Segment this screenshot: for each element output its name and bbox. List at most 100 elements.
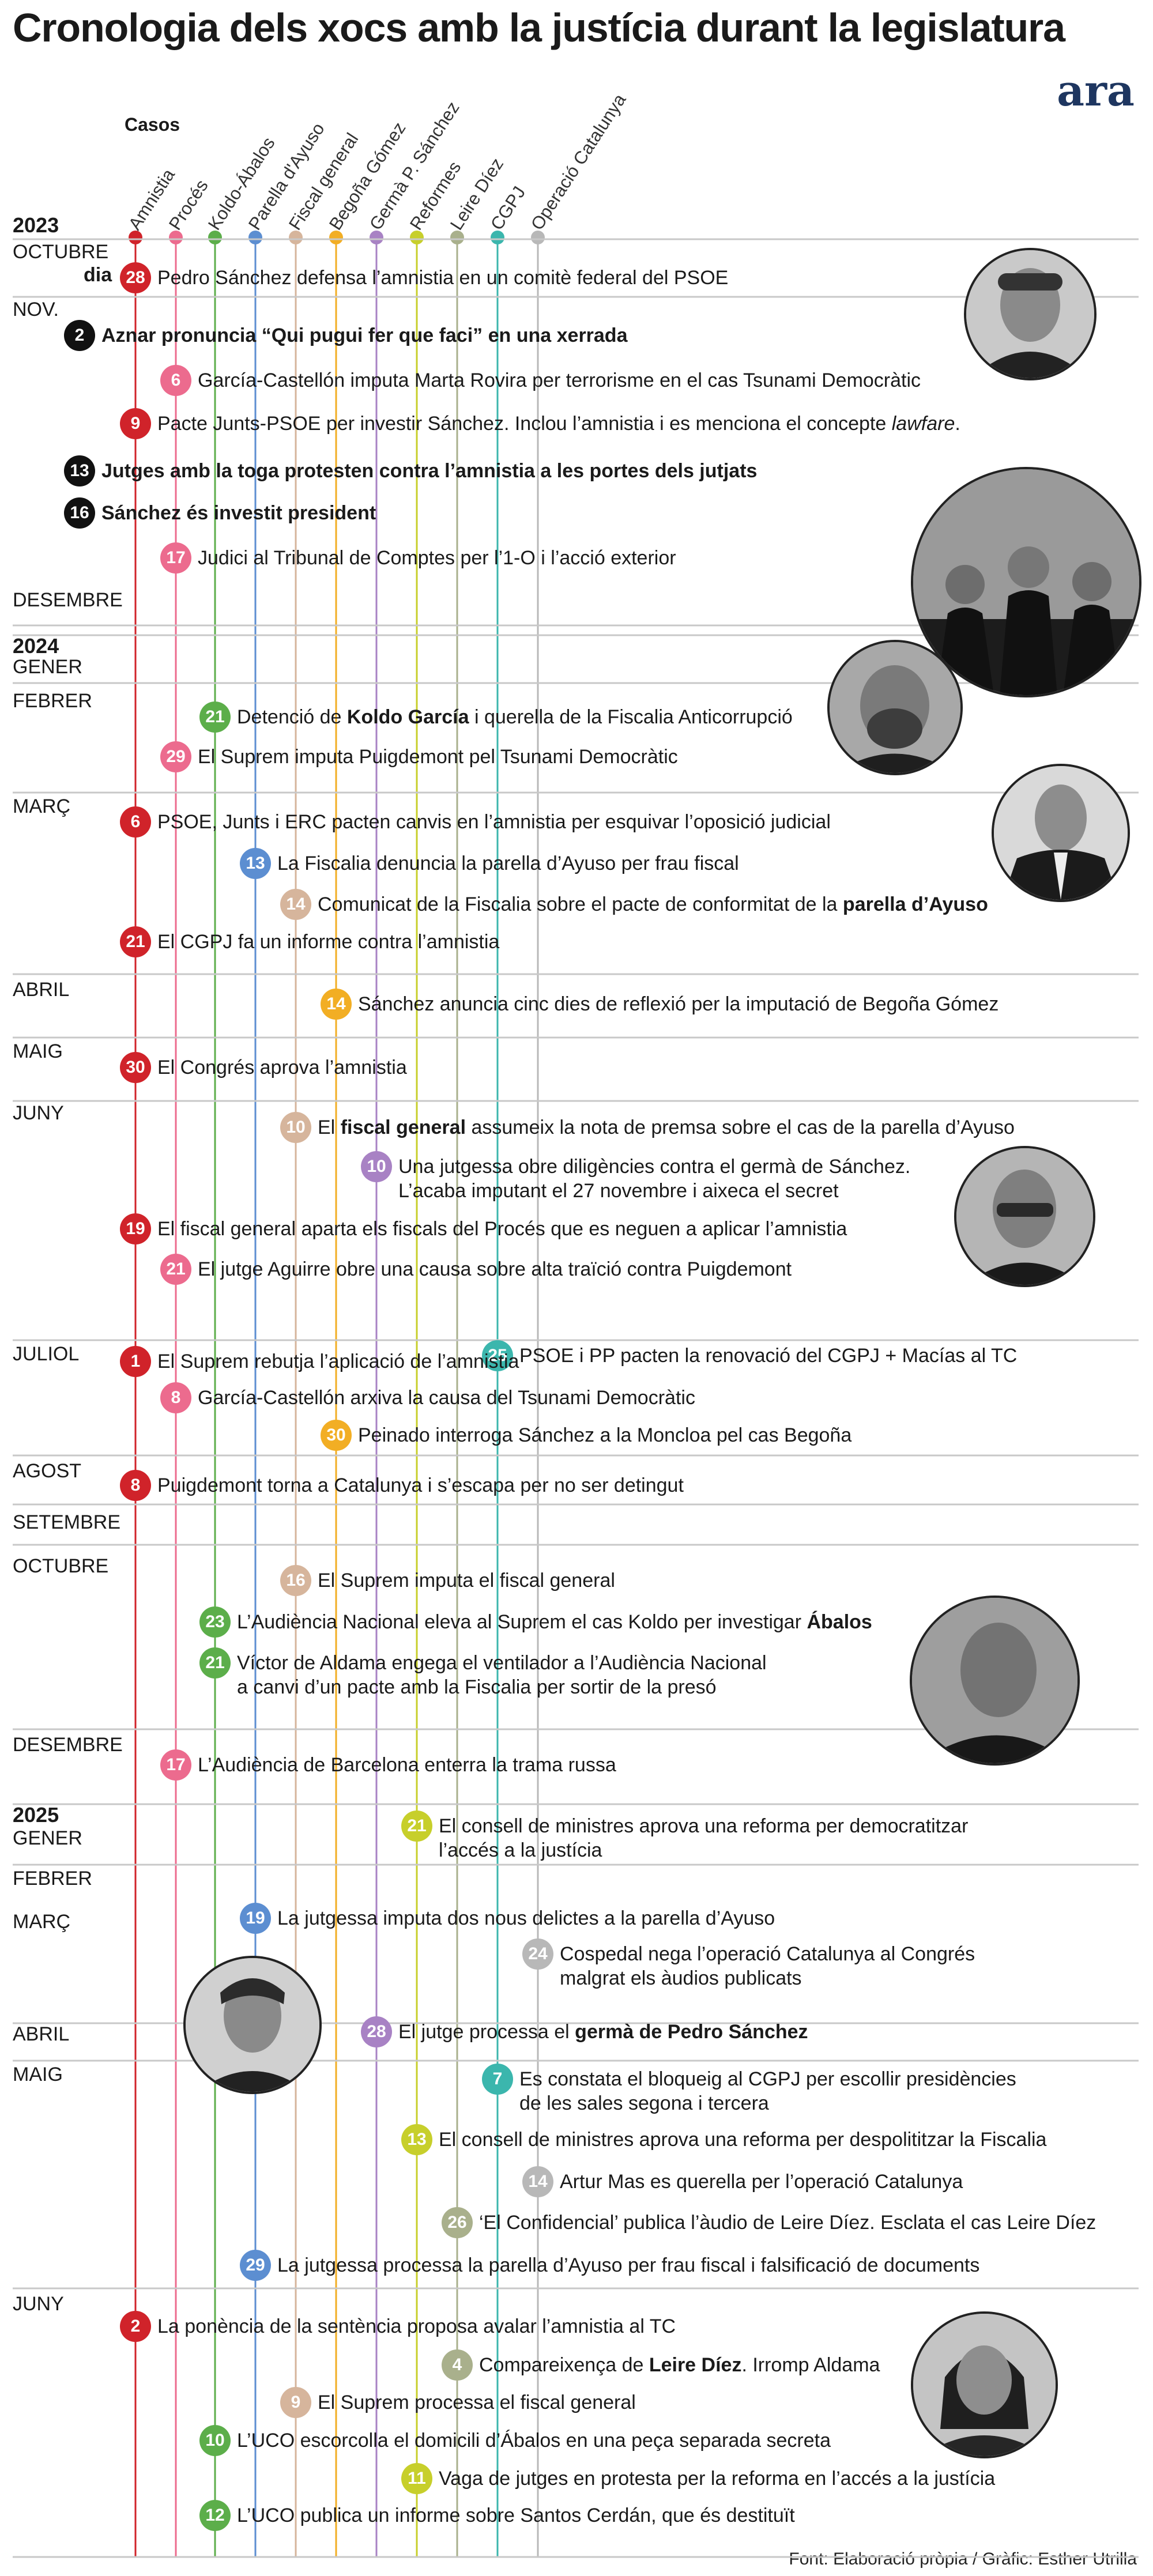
event-text-part: El Suprem rebutja l’aplicació de l’amnis… — [157, 1351, 519, 1372]
event-day-badge: 25 — [482, 1340, 513, 1371]
month-label: SETEMBRE — [13, 1511, 121, 1533]
event-text-part: Koldo García — [346, 706, 469, 728]
event-text-part: García-Castellón arxiva la causa del Tsu… — [198, 1387, 695, 1409]
month-label: DESEMBRE — [13, 1734, 123, 1756]
event-text-part: Peinado interroga Sánchez a la Moncloa p… — [358, 1424, 852, 1446]
month-label: FEBRER — [13, 690, 92, 712]
event-text: Comunicat de la Fiscalia sobre el pacte … — [318, 892, 988, 917]
event-day-badge: 7 — [482, 2064, 513, 2095]
month-label: MARÇ — [13, 1911, 71, 1933]
case-dot-8 — [450, 231, 464, 244]
event-text-part: El consell de ministres aprova una refor… — [439, 1815, 969, 1837]
event-text-part: Artur Mas es querella per l’operació Cat… — [560, 2171, 963, 2193]
event-text: El fiscal general aparta els fiscals del… — [157, 1217, 847, 1241]
event-text-part: El fiscal general aparta els fiscals del… — [157, 1218, 847, 1240]
event-text: El Suprem imputa el fiscal general — [318, 1568, 615, 1593]
event-text-part: El jutge Aguirre obre una causa sobre al… — [198, 1258, 792, 1280]
event-day-badge: 23 — [199, 1606, 231, 1638]
event-text: El Suprem rebutja l’aplicació de l’amnis… — [157, 1349, 519, 1374]
event-text: El CGPJ fa un informe contra l’amnistia — [157, 930, 499, 954]
event-day-badge: 30 — [321, 1420, 352, 1451]
event-text-part: fiscal general — [340, 1117, 466, 1138]
portrait-photo-germa-sanchez — [183, 1956, 322, 2094]
event-text: Puigdemont torna a Catalunya i s’escapa … — [157, 1473, 684, 1498]
case-dot-9 — [491, 231, 504, 244]
event-text-part: L’UCO publica un informe sobre Santos Ce… — [237, 2505, 795, 2526]
event-day-badge: 13 — [401, 2124, 432, 2155]
event-text: El consell de ministres aprova una refor… — [439, 1814, 968, 1862]
event-text: L’Audiència Nacional eleva al Suprem el … — [237, 1610, 872, 1634]
event-day-badge: 17 — [160, 1749, 191, 1781]
event-text-part: Pacte Junts-PSOE per investir Sánchez. I… — [157, 413, 892, 435]
event-day-badge: 29 — [240, 2250, 271, 2281]
month-label: OCTUBRE — [13, 1555, 109, 1577]
event-day-badge: 14 — [280, 889, 311, 920]
event-day-badge: 9 — [280, 2387, 311, 2418]
event-text-part: Pedro Sánchez defensa l’amnistia en un c… — [157, 267, 729, 289]
group-photo-judges-in-robes — [911, 467, 1141, 697]
year-label: 2025 — [13, 1803, 59, 1827]
event-text: L’UCO escorcolla el domicili d’Ábalos en… — [237, 2428, 831, 2453]
month-label: JUNY — [13, 2293, 64, 2315]
event-text: El consell de ministres aprova una refor… — [439, 2128, 1046, 2152]
event-text-part: Sánchez anuncia cinc dies de reflexió pe… — [358, 993, 999, 1015]
event-day-badge: 17 — [160, 542, 191, 574]
event-text: La ponència de la sentència proposa aval… — [157, 2314, 676, 2339]
event-day-badge: 21 — [160, 1254, 191, 1285]
event-text-part: L’Audiència Nacional eleva al Suprem el … — [237, 1611, 807, 1633]
month-label: FEBRER — [13, 1868, 92, 1889]
event-text-part: Sánchez és investit president — [101, 502, 376, 524]
month-label: ABRIL — [13, 2023, 70, 2045]
event-text: El Suprem imputa Puigdemont pel Tsunami … — [198, 745, 678, 769]
event-day-badge: 8 — [120, 1470, 151, 1501]
event-text: La jutgessa imputa dos nous delictes a l… — [277, 1906, 775, 1930]
event-day-badge: 9 — [120, 408, 151, 439]
event-text-part: PSOE, Junts i ERC pacten canvis en l’amn… — [157, 811, 831, 833]
event-text-part: assumeix la nota de premsa sobre el cas … — [466, 1117, 1015, 1138]
month-label: MARÇ — [13, 795, 71, 817]
event-text-part: García-Castellón imputa Marta Rovira per… — [198, 369, 921, 391]
month-label: DESEMBRE — [13, 589, 123, 611]
event-text: Cospedal nega l’operació Catalunya al Co… — [560, 1942, 975, 1990]
event-text: Judici al Tribunal de Comptes per l’1-O … — [198, 546, 676, 570]
case-dot-3 — [248, 231, 262, 244]
event-text: El Congrés aprova l’amnistia — [157, 1055, 407, 1080]
case-dot-1 — [169, 231, 183, 244]
case-dot-5 — [329, 231, 343, 244]
month-label: OCTUBRE — [13, 241, 109, 263]
event-text-line2: L’acaba imputant el 27 novembre i aixeca… — [398, 1180, 839, 1202]
event-text: Detenció de Koldo García i querella de l… — [237, 705, 793, 729]
month-label: MAIG — [13, 1040, 63, 1062]
year-label: 2023 — [13, 213, 59, 237]
event-day-badge: 28 — [120, 262, 151, 293]
event-text: Sánchez anuncia cinc dies de reflexió pe… — [358, 992, 998, 1016]
month-label: GENER — [13, 1827, 82, 1849]
event-text-part: La jutgessa processa la parella d’Ayuso … — [277, 2254, 980, 2276]
event-text-part: . Irromp Aldama — [741, 2354, 880, 2376]
event-text: L’UCO publica un informe sobre Santos Ce… — [237, 2503, 795, 2528]
source-credit: Font: Elaboració pròpia / Gràfic: Esther… — [789, 2549, 1137, 2569]
event-text: García-Castellón imputa Marta Rovira per… — [198, 368, 921, 393]
event-text-part: . — [955, 413, 960, 435]
event-text: El jutge processa el germà de Pedro Sánc… — [398, 2020, 808, 2044]
event-day-badge: 1 — [120, 1346, 151, 1377]
event-day-badge: 30 — [120, 1052, 151, 1083]
event-text-part: El — [318, 1117, 341, 1138]
event-text: PSOE, Junts i ERC pacten canvis en l’amn… — [157, 810, 831, 834]
event-text-part: La Fiscalia denuncia la parella d’Ayuso … — [277, 853, 739, 874]
event-day-badge: 6 — [160, 365, 191, 396]
event-text-part: El jutge processa el — [398, 2021, 575, 2043]
event-day-badge: 12 — [199, 2500, 231, 2531]
event-text: La jutgessa processa la parella d’Ayuso … — [277, 2253, 979, 2277]
event-text-part: Jutges amb la toga protesten contra l’am… — [101, 460, 758, 482]
portrait-photo-koldo-garcia — [827, 640, 963, 775]
event-text-part: La ponència de la sentència proposa aval… — [157, 2315, 676, 2337]
month-label: ABRIL — [13, 979, 70, 1001]
event-text-part: L’Audiència de Barcelona enterra la tram… — [198, 1754, 616, 1776]
month-label: NOV. — [13, 299, 59, 320]
event-text-line2: l’accés a la justícia — [439, 1839, 602, 1861]
page-title: Cronologia dels xocs amb la justícia dur… — [13, 5, 1065, 50]
portrait-photo-man-suit — [992, 764, 1130, 902]
case-dot-6 — [370, 231, 383, 244]
event-text-part: Judici al Tribunal de Comptes per l’1-O … — [198, 547, 676, 569]
